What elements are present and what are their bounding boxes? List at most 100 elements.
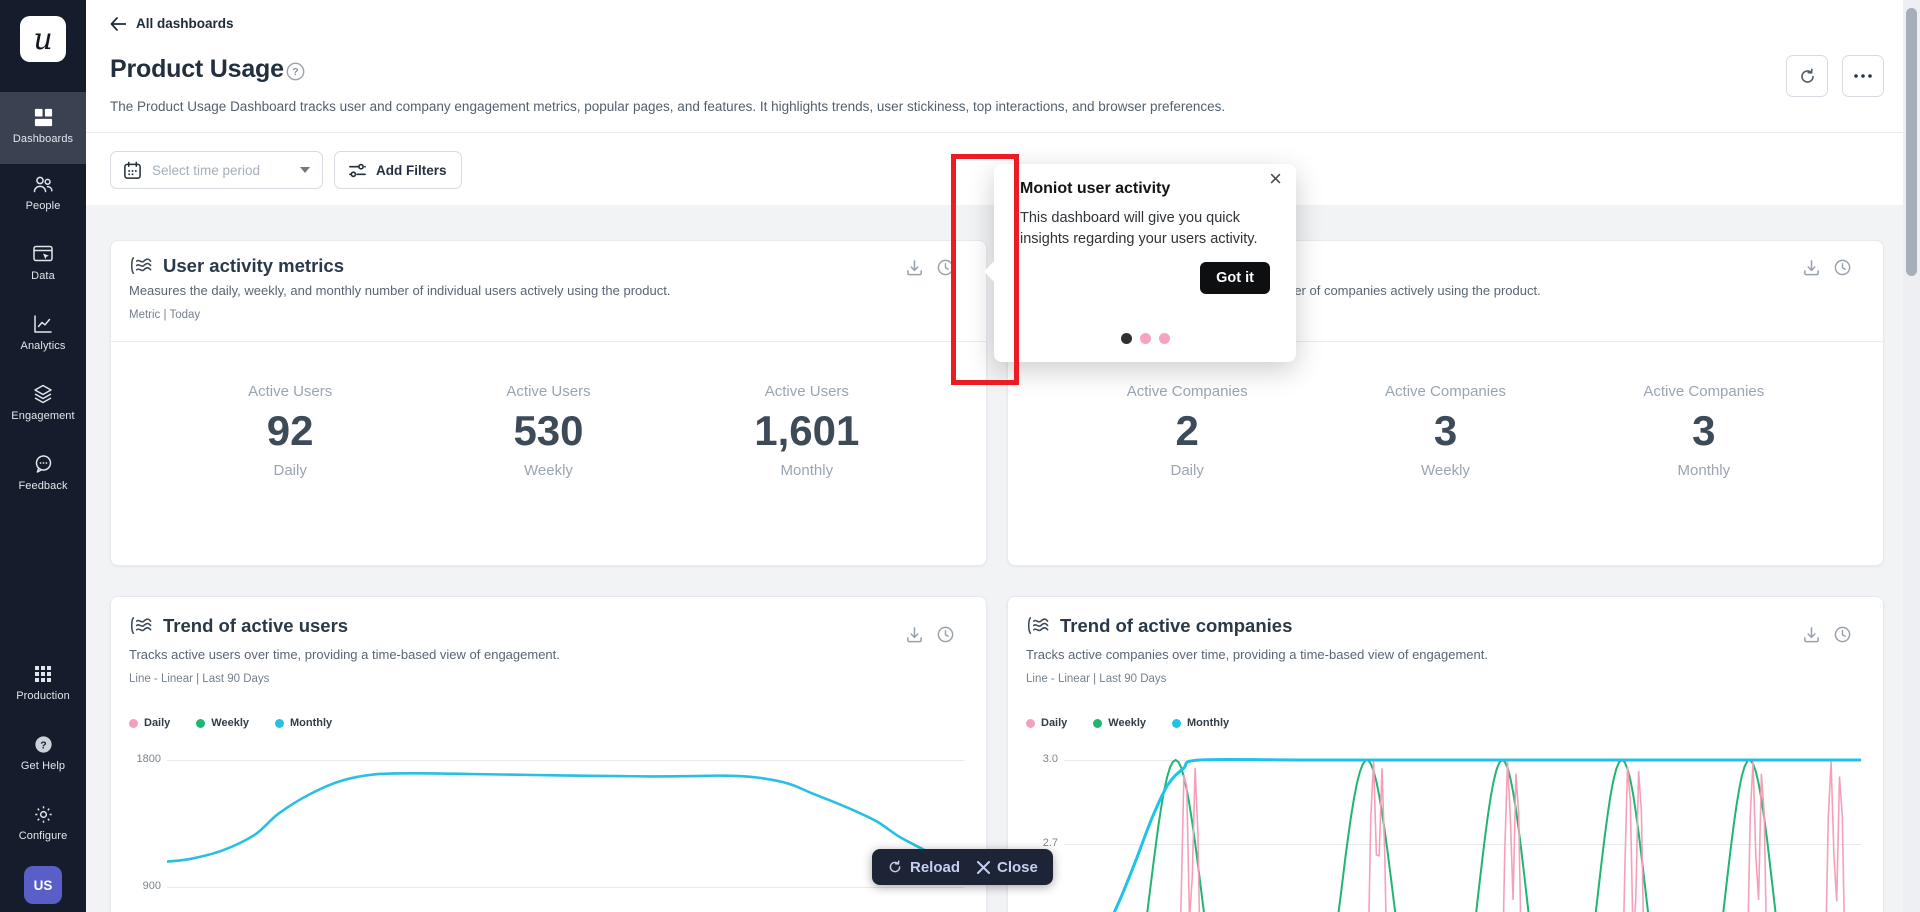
clock-icon[interactable] xyxy=(1833,625,1852,649)
users-trend-chart[interactable] xyxy=(167,746,964,912)
download-icon[interactable] xyxy=(905,258,924,282)
legend-item-weekly[interactable]: Weekly xyxy=(196,717,249,729)
legend-dot-monthly xyxy=(275,718,285,728)
header-divider xyxy=(86,132,1903,133)
sidebar-item-label: Analytics xyxy=(20,340,66,352)
app-logo-glyph: u xyxy=(33,21,53,57)
back-to-all-dashboards-link[interactable]: All dashboards xyxy=(110,16,234,31)
overlay-toolbar: Reload Close xyxy=(872,849,1053,885)
chart-card-icon xyxy=(129,613,154,643)
card-title: User activity metrics xyxy=(163,255,344,276)
card-meta: Line - Linear | Last 90 Days xyxy=(1026,673,1167,685)
gear-icon xyxy=(0,802,86,826)
legend-dot-monthly xyxy=(1172,718,1182,728)
legend-item-monthly[interactable]: Monthly xyxy=(1172,717,1229,729)
sidebar-item-analytics[interactable]: Analytics xyxy=(0,312,86,352)
sidebar-item-dashboards[interactable]: Dashboards xyxy=(0,92,86,164)
metric-daily: Active Companies 2 Daily xyxy=(1058,383,1316,479)
legend-item-daily[interactable]: Daily xyxy=(1026,717,1067,729)
download-icon[interactable] xyxy=(905,625,924,649)
card-description: Measures the daily, weekly, and monthly … xyxy=(129,283,671,298)
metric-value: 530 xyxy=(513,407,584,454)
app-logo[interactable]: u xyxy=(20,16,66,62)
companies-trend-chart[interactable] xyxy=(1064,746,1861,912)
legend-item-daily[interactable]: Daily xyxy=(129,717,170,729)
ellipsis-icon xyxy=(1854,74,1872,78)
sidebar-item-production[interactable]: Production xyxy=(0,662,86,702)
dashboards-icon xyxy=(0,105,86,129)
chart-card-icon xyxy=(1026,613,1051,643)
legend-item-weekly[interactable]: Weekly xyxy=(1093,717,1146,729)
card-title: Trend of active users xyxy=(163,615,349,636)
y-tick-900: 900 xyxy=(142,880,161,892)
refresh-dashboard-button[interactable] xyxy=(1786,55,1828,97)
sidebar-item-get-help[interactable]: ? Get Help xyxy=(0,732,86,772)
reload-icon xyxy=(889,860,901,873)
got-it-button[interactable]: Got it xyxy=(1200,262,1270,294)
scrollbar-thumb[interactable] xyxy=(1906,8,1917,276)
gridline-bottom xyxy=(167,887,964,888)
legend-label: Daily xyxy=(144,717,171,729)
card-divider xyxy=(111,341,986,342)
title-help-icon[interactable]: ? xyxy=(286,62,305,86)
more-options-button[interactable] xyxy=(1842,55,1884,97)
card-description: Tracks active companies over time, provi… xyxy=(1026,647,1488,662)
popup-close-icon[interactable]: × xyxy=(1269,166,1282,191)
sidebar-item-data[interactable]: Data xyxy=(0,242,86,282)
metric-value: 3 xyxy=(1433,407,1458,454)
reload-button[interactable]: Reload xyxy=(887,859,960,876)
sidebar-item-configure[interactable]: Configure xyxy=(0,802,86,842)
data-window-icon xyxy=(0,242,86,266)
metric-weekly: Active Users 530 Weekly xyxy=(419,383,677,479)
time-period-select[interactable]: Select time period xyxy=(110,151,323,189)
legend-label: Weekly xyxy=(211,717,250,729)
back-arrow-icon xyxy=(110,16,126,31)
metric-value: 3 xyxy=(1692,407,1716,454)
onboarding-popup: Moniot user activity This dashboard will… xyxy=(983,164,1296,362)
metric-label: Active Users xyxy=(248,383,333,400)
card-meta: Metric | Today xyxy=(129,309,201,321)
sidebar-item-people[interactable]: People xyxy=(0,172,86,212)
svg-text:?: ? xyxy=(40,739,46,751)
metric-period: Monthly xyxy=(780,462,834,480)
people-icon xyxy=(0,172,86,196)
feedback-chat-icon xyxy=(0,452,86,476)
popup-title: Moniot user activity xyxy=(1020,180,1171,197)
add-filters-button[interactable]: Add Filters xyxy=(334,151,462,189)
legend-dot-weekly xyxy=(196,718,206,728)
scrollbar-track[interactable] xyxy=(1903,0,1920,912)
sidebar-item-label: Get Help xyxy=(20,760,66,772)
metric-card-icon xyxy=(129,253,154,283)
sidebar-item-engagement[interactable]: Engagement xyxy=(0,382,86,422)
close-label: Close xyxy=(997,858,1038,876)
metric-monthly: Active Users 1,601 Monthly xyxy=(678,383,936,479)
sidebar-item-label: People xyxy=(25,200,61,212)
page-description: The Product Usage Dashboard tracks user … xyxy=(110,99,1226,114)
reload-label: Reload xyxy=(910,858,961,876)
user-avatar[interactable]: US xyxy=(24,866,62,904)
card-divider xyxy=(1008,341,1883,342)
filters-sliders-icon xyxy=(349,163,366,177)
download-icon[interactable] xyxy=(1802,625,1821,649)
legend-dot-weekly xyxy=(1093,718,1103,728)
metric-period: Weekly xyxy=(1421,462,1470,480)
pagination-dot[interactable] xyxy=(1158,333,1170,344)
legend-dot-daily xyxy=(129,718,138,728)
download-icon[interactable] xyxy=(1802,258,1821,282)
clock-icon[interactable] xyxy=(1833,258,1852,282)
close-button[interactable]: Close xyxy=(977,859,1038,876)
sidebar-item-feedback[interactable]: Feedback xyxy=(0,452,86,492)
apps-grid-icon xyxy=(0,662,86,686)
pagination-dot-active[interactable] xyxy=(1120,333,1132,344)
popup-body: This dashboard will give you quick insig… xyxy=(1020,210,1258,248)
sidebar-item-label: Data xyxy=(31,270,55,282)
y-tick-1800: 1800 xyxy=(136,753,161,765)
chevron-down-icon xyxy=(300,167,310,173)
clock-icon[interactable] xyxy=(936,625,955,649)
sidebar-item-label: Configure xyxy=(18,830,68,842)
metric-label: Active Companies xyxy=(1126,383,1248,400)
pagination-dot[interactable] xyxy=(1139,333,1151,344)
legend-item-monthly[interactable]: Monthly xyxy=(275,717,332,729)
refresh-icon xyxy=(1800,68,1814,83)
metric-value: 2 xyxy=(1175,407,1199,454)
